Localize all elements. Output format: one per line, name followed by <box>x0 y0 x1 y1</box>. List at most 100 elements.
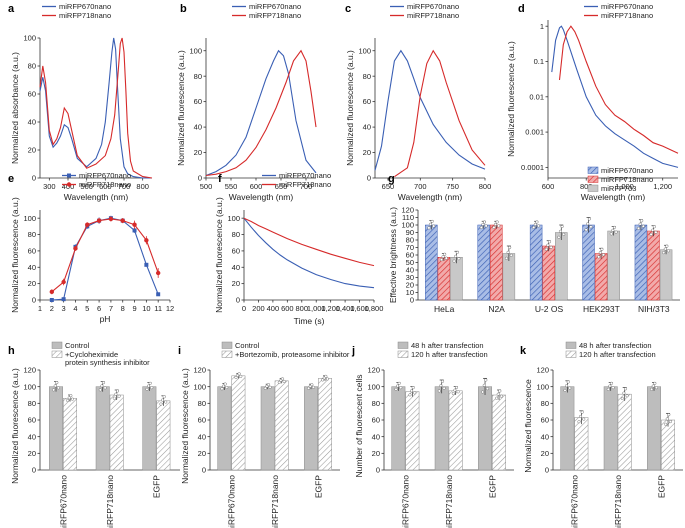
panel-label-c: c <box>345 3 351 15</box>
replicate-dot-k <box>565 384 569 388</box>
replicate-dot-g <box>549 245 553 249</box>
replicate-dot-g <box>640 219 644 223</box>
replicate-dot-i <box>225 385 229 389</box>
replicate-dot-h <box>147 384 151 388</box>
replicate-dot-i <box>237 372 241 376</box>
y-tick-label-e: 80 <box>28 230 36 239</box>
series-line-a-0 <box>39 37 152 179</box>
x-tick-label-c: 750 <box>446 182 459 191</box>
replicate-dot-j <box>482 383 486 387</box>
replicate-dot-g <box>441 255 445 259</box>
bar-j <box>391 386 406 471</box>
bar-g <box>582 224 595 301</box>
replicate-dot-g <box>614 230 618 234</box>
replicate-dot-h <box>53 384 57 388</box>
x-tick-label-f: 1,600 <box>350 304 369 313</box>
legend-label-g: miRFP670nano <box>601 166 653 175</box>
x-tick-label-e: 8 <box>121 304 125 313</box>
replicate-dot-j <box>399 386 403 390</box>
data-point-e <box>132 228 137 233</box>
replicate-dot-k <box>668 420 672 424</box>
replicate-dot-h <box>101 381 105 385</box>
replicate-dot-j <box>456 390 460 394</box>
legend-swatch-j <box>397 341 409 349</box>
replicate-dot-j <box>411 386 415 390</box>
y-tick-label-b: 80 <box>194 72 202 81</box>
y-tick-label-g: 0 <box>410 296 414 305</box>
replicate-dot-g <box>662 251 666 255</box>
y-tick-label-h: 100 <box>23 382 36 391</box>
replicate-dot-g <box>454 254 458 258</box>
x-tick-label-b: 600 <box>250 182 263 191</box>
replicate-dot-g <box>457 257 461 261</box>
x-axis-label-d: Wavelength (nm) <box>581 192 646 202</box>
y-tick-label-k: 20 <box>541 449 549 458</box>
replicate-dot-k <box>620 396 624 400</box>
x-axis-label-a: Wavelength (nm) <box>64 192 129 202</box>
replicate-dot-h <box>69 394 73 398</box>
data-point-e <box>73 246 78 251</box>
y-tick-label-c: 0 <box>367 174 371 183</box>
x-tick-label-e: 11 <box>154 304 162 313</box>
y-tick-label-j: 120 <box>367 366 380 375</box>
replicate-dot-j <box>442 386 446 390</box>
replicate-dot-k <box>665 417 669 421</box>
data-point-e <box>155 270 161 276</box>
x-tick-label-k: miRFP670nano <box>570 475 580 528</box>
replicate-dot-g <box>641 224 645 228</box>
replicate-dot-k <box>563 388 567 392</box>
replicate-dot-h <box>52 388 56 392</box>
panel-label-k: k <box>520 345 527 357</box>
replicate-dot-g <box>586 222 590 226</box>
bar-g <box>450 257 463 301</box>
replicate-dot-g <box>452 259 456 263</box>
legend-swatch-h <box>51 350 63 358</box>
legend-label-a: miRFP718nano <box>59 11 111 20</box>
y-tick-label-g: 120 <box>401 206 414 215</box>
y-axis-label-a: Normalized absorbance (a.u.) <box>10 52 20 164</box>
y-tick-label-b: 60 <box>194 97 202 106</box>
replicate-dot-i <box>222 384 226 388</box>
replicate-dot-g <box>638 222 642 226</box>
y-tick-label-j: 80 <box>372 399 380 408</box>
series-line-b-0 <box>205 49 317 177</box>
x-tick-label-e: 7 <box>109 304 113 313</box>
y-tick-label-j: 100 <box>367 382 380 391</box>
replicate-dot-g <box>649 232 653 236</box>
replicate-dot-g <box>558 229 562 233</box>
bar-h <box>63 398 77 471</box>
y-tick-label-e: 60 <box>28 247 36 256</box>
bar-g <box>634 224 648 301</box>
replicate-dot-g <box>532 225 536 229</box>
replicate-dot-k <box>625 394 629 398</box>
y-tick-label-h: 120 <box>23 366 36 375</box>
replicate-dot-g <box>587 217 591 221</box>
y-tick-label-f: 100 <box>227 214 240 223</box>
legend-label-b: miRFP670nano <box>249 2 301 11</box>
x-tick-label-e: 10 <box>142 304 150 313</box>
x-tick-label-g: HeLa <box>434 304 455 314</box>
y-tick-label-i: 80 <box>198 399 206 408</box>
replicate-dot-j <box>455 386 459 390</box>
bar-g <box>437 257 451 301</box>
bar-k <box>574 417 589 471</box>
replicate-dot-h <box>55 381 59 385</box>
panel-label-f: f <box>218 173 222 185</box>
panel-label-a: a <box>8 3 15 15</box>
replicate-dot-k <box>610 381 614 385</box>
replicate-dot-h <box>114 392 118 396</box>
x-tick-label-j: miRFP718nano <box>444 475 454 528</box>
legend-marker-e <box>67 173 71 178</box>
x-axis-label-e: pH <box>100 314 111 324</box>
x-tick-label-i: miRFP718nano <box>270 475 280 528</box>
series-line-d-1 <box>558 25 679 154</box>
legend-label-e: miRFP718nano <box>79 180 131 189</box>
replicate-dot-g <box>663 247 667 251</box>
replicate-dot-g <box>535 220 539 224</box>
replicate-dot-g <box>560 224 564 228</box>
replicate-dot-g <box>652 225 656 229</box>
replicate-dot-j <box>441 379 445 383</box>
replicate-dot-k <box>606 387 610 391</box>
legend-label-e: miRFP670nano <box>79 171 131 180</box>
y-tick-label-f: 80 <box>232 230 240 239</box>
